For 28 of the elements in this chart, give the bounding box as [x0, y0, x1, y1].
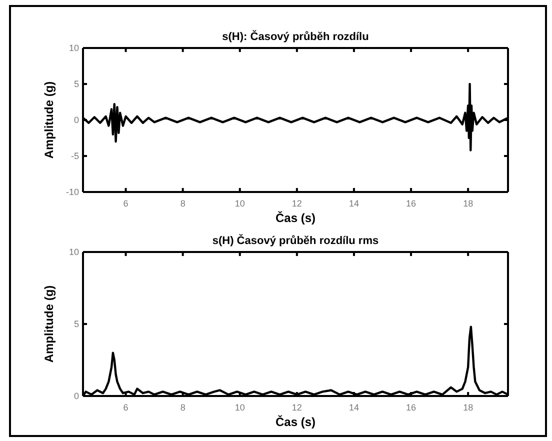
y-tick-label: 5: [74, 318, 79, 329]
x-tick-label: 12: [292, 402, 302, 412]
x-axis-title: Čas (s): [275, 211, 316, 225]
x-tick-label: 10: [234, 198, 245, 208]
chart-title: s(H) Časový průběh rozdílu rms: [212, 234, 379, 247]
y-axis-title: Amplitude (g): [42, 81, 56, 159]
x-tick-label: 8: [180, 198, 186, 208]
y-tick-label: 0: [74, 390, 79, 401]
x-tick-label: 14: [348, 402, 359, 412]
chart-title: s(H): Časový průběh rozdílu: [222, 30, 369, 43]
x-tick-label: 12: [292, 198, 302, 208]
y-tick-label: -10: [66, 186, 79, 197]
y-tick-label: -5: [70, 150, 79, 161]
x-axis-title: Čas (s): [275, 415, 316, 429]
x-tick-label: 6: [123, 198, 128, 208]
x-tick-label: 18: [463, 402, 474, 412]
y-tick-label: 5: [74, 78, 79, 89]
y-tick-label: 10: [68, 246, 79, 257]
y-axis-title: Amplitude (g): [42, 285, 56, 363]
x-tick-label: 16: [406, 198, 416, 208]
x-tick-label: 18: [463, 198, 474, 208]
x-tick-label: 8: [180, 402, 186, 412]
x-tick-label: 10: [234, 402, 245, 412]
y-tick-label: 10: [68, 42, 79, 53]
x-tick-label: 16: [406, 402, 416, 412]
y-tick-label: 0: [74, 114, 79, 125]
x-tick-label: 6: [123, 402, 128, 412]
x-tick-label: 14: [348, 198, 359, 208]
